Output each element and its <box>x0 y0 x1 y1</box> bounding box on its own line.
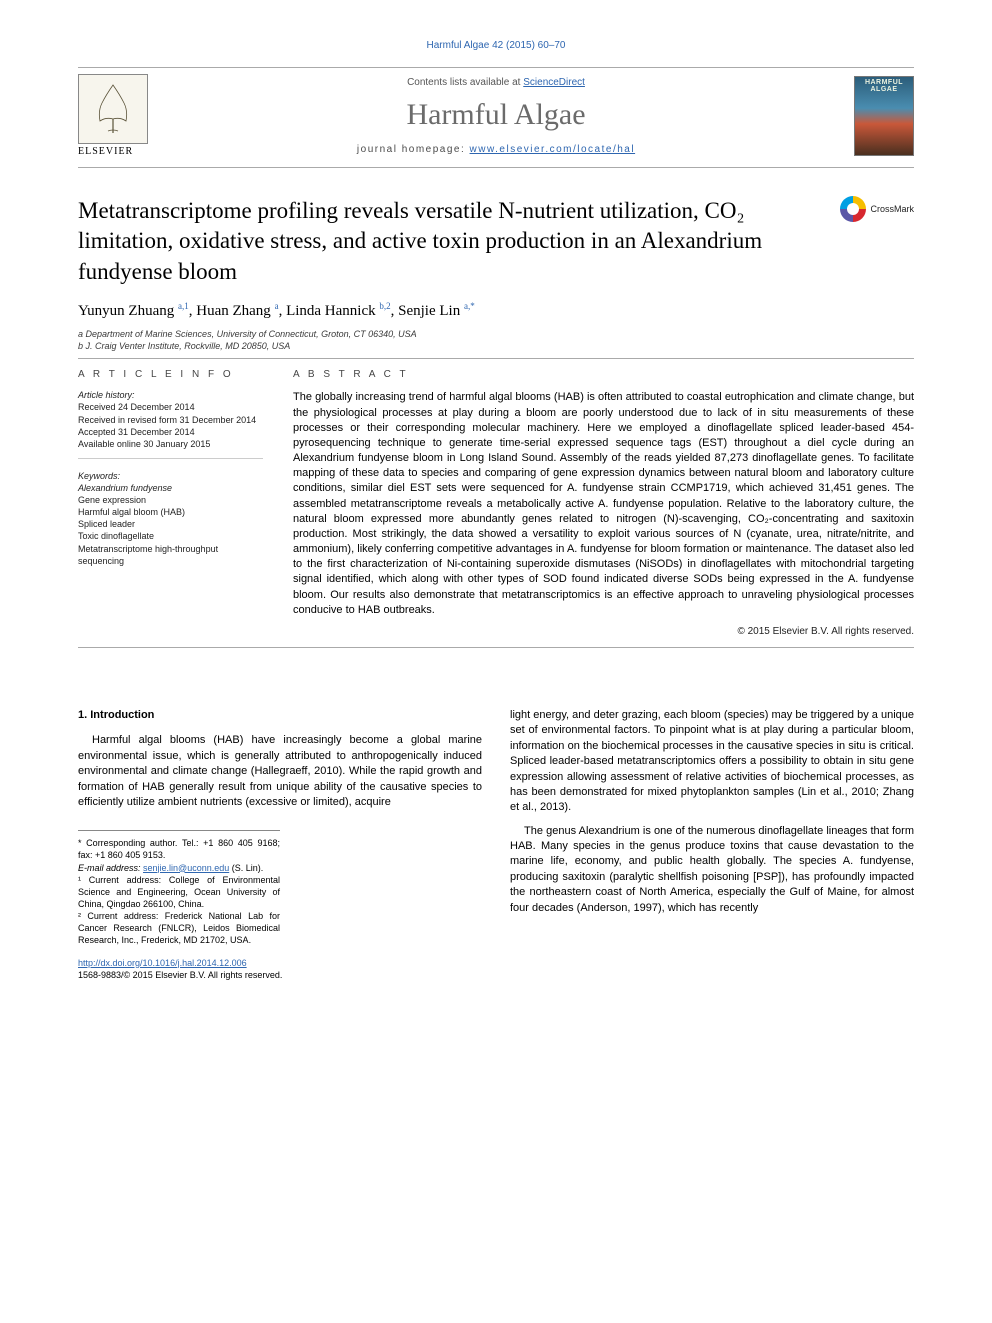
journal-banner: ELSEVIER Contents lists available at Sci… <box>78 67 914 168</box>
crossmark-badge[interactable]: CrossMark <box>840 196 914 222</box>
history-block: Article history: Received 24 December 20… <box>78 390 263 459</box>
publisher-block: ELSEVIER <box>78 74 188 157</box>
keyword: Alexandrium fundyense <box>78 482 263 494</box>
sciencedirect-link[interactable]: ScienceDirect <box>523 77 585 88</box>
cover-block: HARMFUL ALGAE <box>804 76 914 156</box>
banner-center: Contents lists available at ScienceDirec… <box>188 77 804 155</box>
running-head: Harmful Algae 42 (2015) 60–70 <box>78 40 914 51</box>
keywords-head: Keywords: <box>78 471 263 481</box>
body-para: light energy, and deter grazing, each bl… <box>510 708 914 816</box>
keyword: Toxic dinoflagellate <box>78 530 263 542</box>
body-columns: 1. Introduction Harmful algal blooms (HA… <box>78 708 914 982</box>
footnote-1: ¹ Current address: College of Environmen… <box>78 874 280 910</box>
homepage-line: journal homepage: www.elsevier.com/locat… <box>188 144 804 155</box>
homepage-label: journal homepage: <box>357 144 470 155</box>
doi-link[interactable]: http://dx.doi.org/10.1016/j.hal.2014.12.… <box>78 958 247 968</box>
doi-block: http://dx.doi.org/10.1016/j.hal.2014.12.… <box>78 957 482 982</box>
abstract-heading: A B S T R A C T <box>293 369 914 380</box>
keyword: Spliced leader <box>78 518 263 530</box>
body-col-right: light energy, and deter grazing, each bl… <box>510 708 914 982</box>
abstract-copyright: © 2015 Elsevier B.V. All rights reserved… <box>293 626 914 637</box>
contents-line: Contents lists available at ScienceDirec… <box>188 77 804 88</box>
footnote-corr: * Corresponding author. Tel.: +1 860 405… <box>78 837 280 861</box>
issn-line: 1568-9883/© 2015 Elsevier B.V. All right… <box>78 970 282 980</box>
history-line: Accepted 31 December 2014 <box>78 426 263 438</box>
abstract-col: A B S T R A C T The globally increasing … <box>293 369 914 637</box>
article-info-col: A R T I C L E I N F O Article history: R… <box>78 369 263 637</box>
journal-cover-icon: HARMFUL ALGAE <box>854 76 914 156</box>
section-title: Introduction <box>90 709 154 721</box>
email-label: E-mail address: <box>78 863 143 873</box>
abstract-body: The globally increasing trend of harmful… <box>293 390 914 618</box>
email-post: (S. Lin). <box>229 863 263 873</box>
section-heading: 1. Introduction <box>78 708 482 723</box>
affiliation-a: a Department of Marine Sciences, Univers… <box>78 328 914 340</box>
affiliations: a Department of Marine Sciences, Univers… <box>78 328 914 352</box>
section-number: 1. <box>78 709 87 721</box>
history-head: Article history: <box>78 390 263 400</box>
authors-line: Yunyun Zhuang a,1, Huan Zhang a, Linda H… <box>78 301 914 320</box>
history-line: Received in revised form 31 December 201… <box>78 414 263 426</box>
publisher-name: ELSEVIER <box>78 146 133 157</box>
running-head-text[interactable]: Harmful Algae 42 (2015) 60–70 <box>427 40 566 51</box>
footnote-email: E-mail address: senjie.lin@uconn.edu (S.… <box>78 862 280 874</box>
history-line: Available online 30 January 2015 <box>78 438 263 450</box>
email-link[interactable]: senjie.lin@uconn.edu <box>143 863 229 873</box>
cover-title: HARMFUL ALGAE <box>855 79 913 93</box>
crossmark-icon <box>840 196 866 222</box>
body-para: The genus Alexandrium is one of the nume… <box>510 824 914 916</box>
affiliation-b: b J. Craig Venter Institute, Rockville, … <box>78 340 914 352</box>
contents-pre: Contents lists available at <box>407 77 523 88</box>
keyword: Harmful algal bloom (HAB) <box>78 506 263 518</box>
elsevier-tree-icon <box>78 74 148 144</box>
keyword: Metatranscriptome high-throughput sequen… <box>78 543 263 567</box>
history-line: Received 24 December 2014 <box>78 401 263 413</box>
body-col-left: 1. Introduction Harmful algal blooms (HA… <box>78 708 482 982</box>
journal-name: Harmful Algae <box>188 98 804 132</box>
article-title: Metatranscriptome profiling reveals vers… <box>78 196 914 287</box>
title-block: Metatranscriptome profiling reveals vers… <box>78 196 914 287</box>
crossmark-label: CrossMark <box>870 204 914 214</box>
homepage-link[interactable]: www.elsevier.com/locate/hal <box>470 144 636 155</box>
footnote-2: ² Current address: Frederick National La… <box>78 910 280 946</box>
body-para: Harmful algal blooms (HAB) have increasi… <box>78 733 482 810</box>
keyword: Gene expression <box>78 494 263 506</box>
article-info-heading: A R T I C L E I N F O <box>78 369 263 380</box>
keywords-block: Keywords: Alexandrium fundyense Gene exp… <box>78 471 263 575</box>
info-abstract-row: A R T I C L E I N F O Article history: R… <box>78 358 914 648</box>
footnotes: * Corresponding author. Tel.: +1 860 405… <box>78 830 280 946</box>
